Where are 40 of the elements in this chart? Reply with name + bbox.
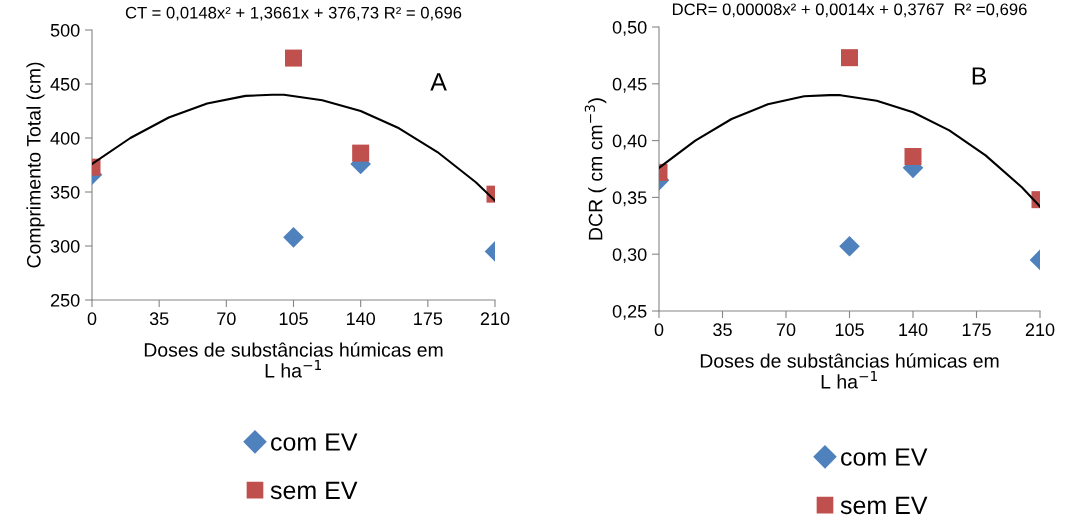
y-tick-label: 0,35 [612,191,647,207]
y-axis-title: Comprimento Total (cm) [26,62,45,268]
x-tick-label: 0 [654,323,664,337]
x-tick-label: 70 [217,312,236,326]
y-axis-title: DCR ( cm cm$^{−3}$) [584,98,607,240]
y-tick-label: 0,30 [612,248,647,264]
line-series [92,93,495,202]
x-tick-label: 210 [1025,323,1055,337]
y-tick-label: 300 [50,239,80,253]
y-tick-label: 0,25 [612,304,647,320]
legend-label: sem EV [270,481,358,500]
y-tick-label: 350 [50,185,80,199]
legend-label: sem EV [840,496,928,515]
x-tick-label: 35 [149,312,169,326]
y-tick-label: 400 [50,131,80,145]
text: CT = 0,0148x² + 1,3661x + 376,73 R² = 0,696 [125,6,462,21]
y-tick-label: 0,50 [612,20,647,36]
x-axis-title: Doses de substâncias húmicas em L ha$^{−1}$ [700,353,999,389]
x-tick-label: 140 [346,312,376,326]
text: DCR= 0,00008x² + 0,0014x + 0,3767 R² =0,696 [672,3,1027,18]
y-tick-label: 500 [50,23,80,37]
x-tick-label: 105 [279,312,308,326]
y-tick-label: 0,45 [612,77,647,93]
annotation: A [430,73,447,91]
y-tick-label: 450 [50,77,80,91]
x-axis-title: Doses de substâncias húmicas em L ha$^{−1}$ [144,342,443,378]
annotation: B [972,67,987,85]
x-tick-label: 175 [414,312,443,326]
x-tick-label: 140 [899,323,928,337]
legend-label: com EV [271,433,358,451]
x-tick-label: 70 [776,323,796,337]
x-tick-label: 105 [835,323,864,337]
x-tick-label: 175 [962,323,991,337]
legend-label: com EV [841,448,928,466]
line-series [659,94,1040,208]
y-tick-label: 250 [50,293,80,307]
x-tick-label: 210 [480,312,510,326]
x-tick-label: 0 [87,312,97,326]
y-tick-label: 0,40 [612,134,647,150]
x-tick-label: 35 [713,323,732,337]
